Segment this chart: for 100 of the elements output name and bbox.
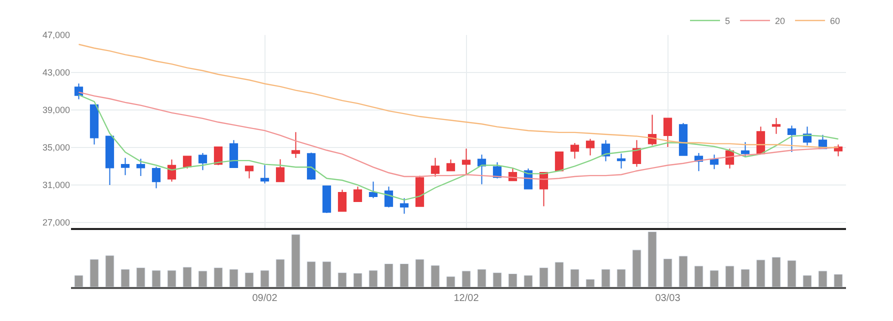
- bar: [524, 275, 533, 287]
- bar: [306, 261, 316, 287]
- bar: [787, 260, 796, 287]
- bar: [353, 272, 362, 287]
- candlestick: [74, 82, 84, 100]
- bar: [120, 269, 130, 287]
- bar: [152, 270, 161, 287]
- candlestick: [291, 132, 300, 158]
- candlestick: [198, 152, 208, 171]
- bar: [244, 272, 254, 287]
- candlestick: [322, 185, 332, 214]
- candlestick: [632, 140, 642, 168]
- candlestick: [368, 181, 378, 199]
- legend-label: 20: [775, 16, 786, 26]
- bar: [756, 260, 766, 287]
- y-tick-label: 35,000: [42, 142, 70, 153]
- bar: [772, 256, 781, 287]
- bar: [229, 269, 238, 287]
- candlestick: [214, 146, 223, 166]
- candlestick: [586, 138, 595, 156]
- line-series: [78, 94, 839, 201]
- x-tick-label: 09/02: [252, 293, 278, 304]
- bar: [136, 267, 146, 287]
- y-tick-label: 47,000: [42, 30, 70, 40]
- bar: [322, 261, 332, 287]
- bar: [586, 279, 595, 287]
- bar: [90, 259, 99, 287]
- bar: [648, 231, 657, 287]
- bar: [276, 259, 285, 287]
- candlestick: [120, 157, 130, 176]
- bar: [368, 270, 378, 287]
- bar: [167, 270, 176, 287]
- bar: [694, 266, 704, 287]
- candlestick: [554, 151, 564, 172]
- bar: [740, 269, 750, 287]
- bar: [477, 269, 486, 287]
- candlestick: [229, 140, 238, 168]
- bar: [446, 276, 456, 287]
- line-series: [78, 44, 839, 148]
- candlestick: [338, 189, 347, 212]
- bar: [725, 266, 734, 287]
- candlestick: [430, 157, 440, 178]
- bar: [570, 269, 580, 287]
- candlestick: [601, 140, 610, 162]
- candlestick: [152, 166, 161, 189]
- bar: [554, 262, 564, 287]
- x-tick-label: 03/03: [655, 293, 681, 304]
- candlestick: [772, 118, 781, 134]
- y-tick-label: 43,000: [42, 68, 70, 78]
- bar: [632, 250, 642, 287]
- x-tick-label: 12/02: [454, 293, 480, 304]
- candlestick: [353, 186, 362, 202]
- bar: [74, 275, 84, 287]
- bar: [198, 270, 208, 287]
- y-tick-label: 31,000: [42, 180, 70, 190]
- legend-label: 5: [725, 16, 730, 26]
- candlestick: [136, 158, 146, 177]
- candlestick: [648, 114, 657, 146]
- candlestick: [570, 142, 580, 160]
- bar: [678, 256, 688, 287]
- candlestick: [740, 142, 750, 158]
- candlestick: [244, 166, 254, 179]
- bar: [384, 264, 394, 287]
- candlestick: [415, 175, 424, 207]
- candlestick: [167, 159, 176, 182]
- candlestick: [384, 186, 394, 208]
- candlestick: [90, 104, 99, 145]
- candlestick: [477, 154, 486, 185]
- bar: [834, 274, 843, 287]
- candlestick: [663, 118, 672, 148]
- y-tick-label: 39,000: [42, 105, 70, 116]
- bar: [415, 259, 424, 287]
- y-tick-label: 27,000: [42, 218, 70, 228]
- bar: [430, 265, 440, 287]
- bar: [338, 272, 347, 287]
- bar: [260, 270, 270, 287]
- bar: [400, 264, 409, 287]
- candlestick: [834, 144, 843, 157]
- bar: [291, 234, 300, 287]
- bar: [182, 266, 192, 287]
- bar: [601, 269, 610, 287]
- candlestick: [787, 125, 796, 152]
- bar: [508, 273, 518, 287]
- candlestick: [462, 148, 471, 176]
- bar: [818, 270, 828, 287]
- bar: [539, 267, 548, 287]
- candlestick: [260, 164, 270, 184]
- bar: [663, 258, 672, 287]
- bar: [105, 255, 114, 287]
- candlestick: [446, 159, 456, 172]
- bar: [462, 270, 471, 287]
- candlestick: [616, 153, 626, 169]
- bar: [214, 267, 223, 287]
- bar: [492, 272, 502, 287]
- legend-label: 60: [830, 16, 840, 26]
- candlestick: [105, 136, 114, 186]
- candlestick: [276, 158, 285, 182]
- candlestick: [400, 198, 409, 214]
- candlestick: [678, 122, 688, 156]
- bar: [616, 269, 626, 287]
